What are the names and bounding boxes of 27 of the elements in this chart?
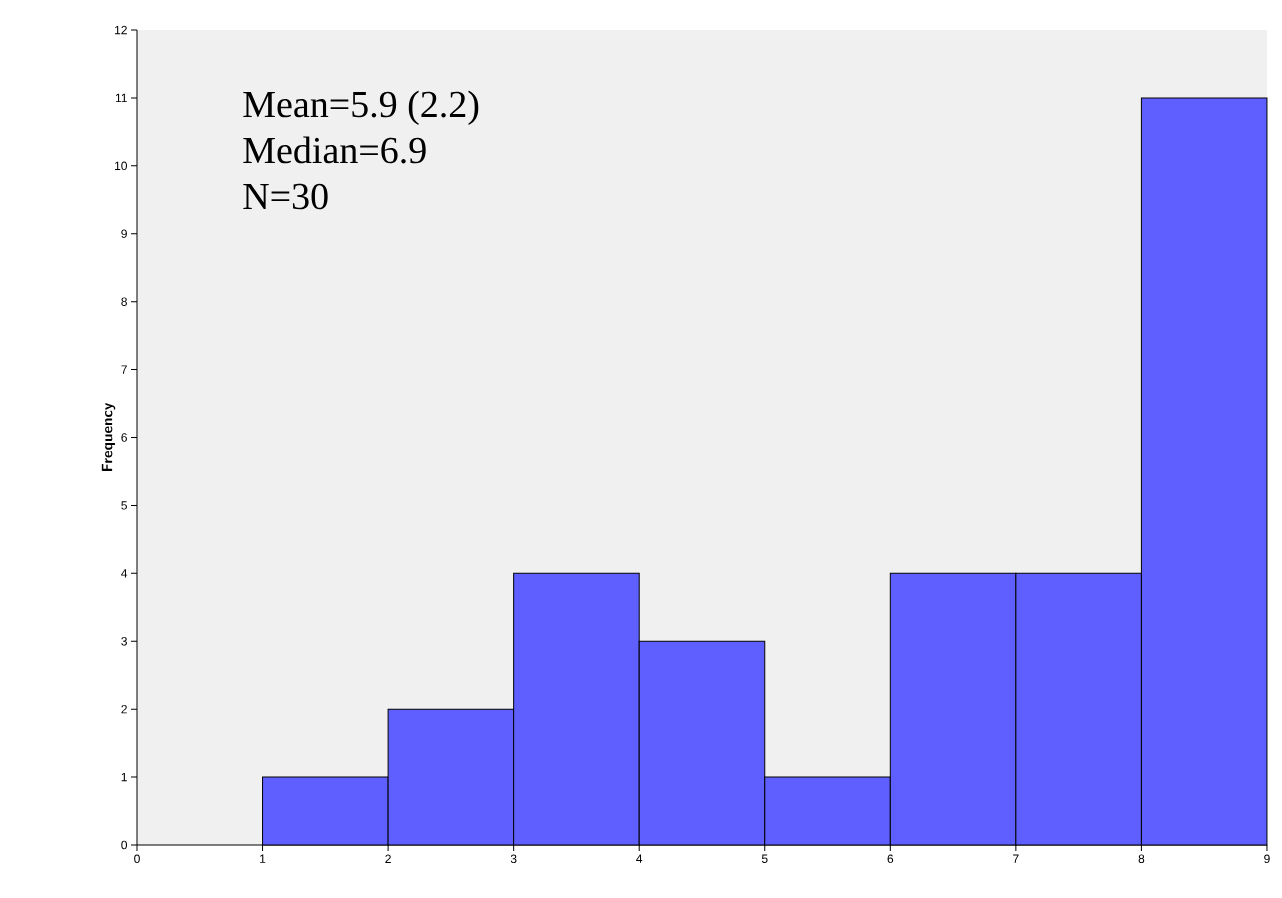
y-tick-label: 5: [121, 501, 127, 510]
y-tick-label: 11: [115, 93, 127, 103]
x-tick-label: 0: [134, 854, 140, 864]
y-tick-label: 10: [115, 161, 128, 171]
annotation: Mean=5.9 (2.2): [243, 90, 479, 126]
y-tick-label: 3: [121, 637, 127, 646]
x-tick-label: 7: [1013, 854, 1019, 863]
x-tick-label: 9: [1264, 854, 1270, 864]
y-tick-label: 2: [121, 704, 127, 714]
y-tick-label: 1: [121, 772, 127, 782]
x-tick-label: 1: [260, 854, 266, 863]
x-tick-label: 4: [636, 854, 643, 863]
y-tick-label: 8: [121, 297, 127, 306]
y-tick-label: 9: [121, 229, 127, 238]
x-tick-label: 8: [1138, 854, 1145, 864]
y-tick-label: 4: [121, 569, 128, 578]
y-tick-label: 6: [121, 433, 127, 442]
x-tick-label: 3: [510, 854, 517, 864]
annotation: Median=6.9: [243, 136, 426, 164]
y-tick-label: 12: [115, 25, 127, 35]
y-axis-title: Frequency: [101, 403, 116, 471]
y-tick-label: 7: [121, 365, 127, 374]
x-tick-label: 6: [887, 854, 894, 864]
y-tick-label: 0: [121, 840, 128, 850]
annotation: N=30: [243, 183, 328, 210]
x-tick-label: 5: [761, 854, 768, 863]
x-tick-label: 2: [385, 854, 391, 863]
